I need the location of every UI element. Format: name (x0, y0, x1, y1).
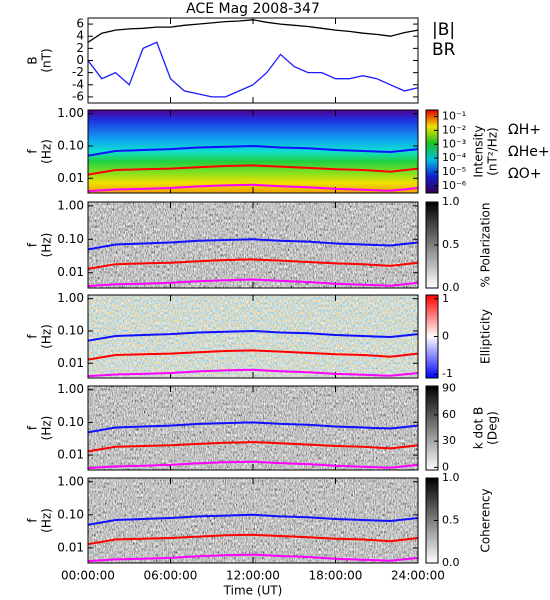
y-axis-label: (Hz) (40, 416, 54, 441)
y-tick-label: 1.00 (57, 382, 84, 396)
series-line (87, 41, 419, 98)
colorbar (425, 109, 439, 194)
series-line (87, 533, 419, 546)
y-tick-label: 0 (76, 53, 84, 67)
y-tick-label: 0.10 (57, 138, 84, 152)
series-line (87, 144, 419, 157)
y-axis-label: (Hz) (40, 508, 54, 533)
y-tick-label: 0.01 (57, 265, 84, 279)
y-tick-label: 6 (76, 17, 84, 31)
y-tick-label: 0.01 (57, 356, 84, 370)
y-tick-label: -6 (72, 89, 84, 103)
series-line (87, 513, 419, 526)
colorbar-label: % Polarization (479, 203, 493, 288)
colorbar-tick-label: 90 (442, 382, 456, 395)
y-tick-label: 0.10 (57, 323, 84, 337)
series-line (87, 258, 419, 270)
colorbar-tick-label: 60 (442, 408, 456, 421)
y-tick-label: -2 (72, 65, 84, 79)
x-tick-label: 24:00:00 (391, 569, 445, 583)
series-line (87, 368, 419, 378)
x-tick-label: 12:00:00 (226, 569, 280, 583)
y-tick-label: 0.01 (57, 540, 84, 554)
y-tick-label: 4 (76, 29, 84, 43)
legend-entry: |B| (432, 20, 455, 40)
colorbar-label: Intensity (472, 125, 486, 177)
legend-entry: ΩO+ (508, 166, 541, 182)
y-tick-label: 1.00 (57, 106, 84, 120)
y-axis-label: f (26, 242, 40, 247)
series-line (87, 329, 419, 342)
colorbar-tick-label: 1.0 (442, 471, 460, 484)
series-line (87, 183, 419, 193)
plot-frame (87, 109, 419, 194)
legend-entry: ΩHe+ (508, 144, 550, 160)
colorbar-tick-label: 1.0 (442, 195, 460, 208)
colorbar-tick-label: 0.0 (442, 281, 460, 294)
colorbar-tick-label: 0.5 (442, 238, 460, 251)
colorbar-tick-label: 0 (442, 330, 449, 343)
plot-frame (87, 477, 419, 564)
plot-frame (87, 385, 419, 471)
y-axis-label: (nT) (40, 48, 54, 72)
y-tick-label: -4 (72, 77, 84, 91)
y-axis-label: f (26, 334, 40, 339)
plot-frame (87, 201, 419, 289)
y-axis-label: (Hz) (40, 233, 54, 258)
x-tick-label: 00:00:00 (61, 569, 115, 583)
y-tick-label: 2 (76, 41, 84, 55)
colorbar-label: (Deg) (486, 411, 500, 445)
series-line (87, 553, 419, 563)
y-tick-label: 0.01 (57, 171, 84, 185)
series-line (87, 441, 419, 453)
legend-entry: BR (432, 40, 456, 60)
y-axis-label: (Hz) (40, 139, 54, 164)
y-tick-label: 1.00 (57, 474, 84, 488)
colorbar-tick-label: 1 (442, 292, 449, 305)
y-axis-label: f (26, 425, 40, 430)
x-tick-label: 18:00:00 (309, 569, 363, 583)
y-axis-label: (Hz) (40, 324, 54, 349)
y-tick-label: 1.00 (57, 198, 84, 212)
series-line (87, 349, 419, 361)
colorbar-tick-label: 10⁻³ (442, 137, 466, 150)
x-tick-label: 06:00:00 (144, 569, 198, 583)
legend-entry: ΩH+ (508, 122, 541, 138)
colorbar-tick-label: 10⁻⁶ (442, 179, 467, 192)
series-line (87, 421, 419, 434)
series-line (87, 238, 419, 251)
y-tick-label: 0.10 (57, 507, 84, 521)
plot-frame (87, 294, 419, 379)
colorbar-tick-label: 10⁻⁴ (442, 151, 467, 164)
y-tick-label: 1.00 (57, 291, 84, 305)
colorbar-tick-label: 0.0 (442, 556, 460, 569)
colorbar-label: (nT²/Hz) (486, 127, 500, 175)
colorbar-tick-label: 10⁻⁵ (442, 165, 466, 178)
series-line (87, 278, 419, 288)
y-axis-label: f (26, 149, 40, 154)
colorbar-label: Coherency (479, 488, 493, 552)
colorbar-label: Ellipticity (479, 309, 493, 364)
colorbar-tick-label: -1 (442, 367, 453, 380)
colorbar-tick-label: 30 (442, 434, 456, 447)
series-line (87, 19, 419, 43)
y-axis-label: f (26, 518, 40, 523)
y-tick-label: 0.10 (57, 415, 84, 429)
colorbar-tick-label: 0 (442, 460, 449, 473)
colorbar-tick-label: 0.5 (442, 514, 460, 527)
series-line (87, 460, 419, 470)
x-axis-label: Time (UT) (223, 584, 283, 598)
colorbar-label: k dot B (472, 407, 486, 449)
colorbar-tick-label: 10⁻¹ (442, 110, 466, 123)
y-tick-label: 0.01 (57, 448, 84, 462)
plot-frame (87, 17, 419, 104)
y-axis-label: B (26, 56, 40, 64)
colorbar (425, 385, 439, 471)
chart-title: ACE Mag 2008-347 (186, 1, 320, 17)
colorbar-tick-label: 10⁻² (442, 123, 466, 136)
y-tick-label: 0.10 (57, 232, 84, 246)
series-line (87, 164, 419, 176)
